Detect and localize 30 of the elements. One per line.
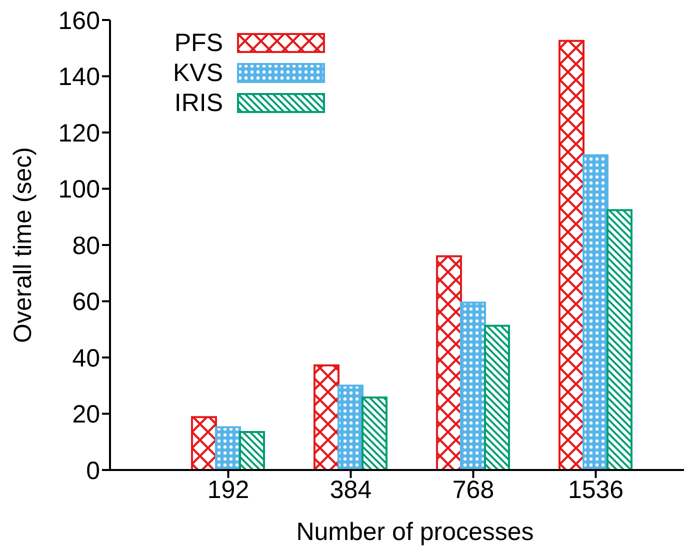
bar (239, 431, 265, 470)
y-tick-label: 40 (72, 344, 100, 372)
bar (436, 255, 462, 470)
bar (460, 302, 486, 470)
x-tick-label: 192 (207, 476, 250, 504)
legend-label: IRIS (174, 88, 223, 118)
y-axis-title: Overall time (sec) (8, 147, 37, 343)
y-tick-label: 140 (58, 63, 100, 92)
y-tick-label: 80 (72, 232, 100, 260)
x-tick-label: 1536 (568, 476, 624, 504)
y-tick-label: 20 (72, 400, 100, 429)
legend-label: KVS (172, 58, 223, 88)
y-tick-label: 120 (58, 119, 100, 148)
x-tick-label: 768 (452, 476, 494, 504)
bar (606, 209, 632, 470)
bar (215, 426, 241, 470)
bar (338, 384, 364, 470)
legend-label: PFS (174, 28, 223, 58)
bar (558, 40, 584, 470)
bar (191, 416, 217, 470)
bar (362, 396, 388, 470)
bar (484, 324, 510, 470)
x-tick-label: 384 (330, 476, 372, 504)
bar (582, 154, 608, 470)
y-tick-label: 0 (86, 456, 100, 485)
bar (314, 364, 340, 470)
y-tick-label: 60 (72, 288, 100, 316)
y-tick-label: 100 (58, 176, 100, 204)
y-tick-label: 160 (58, 6, 100, 35)
x-axis-title: Number of processes (295, 518, 535, 547)
